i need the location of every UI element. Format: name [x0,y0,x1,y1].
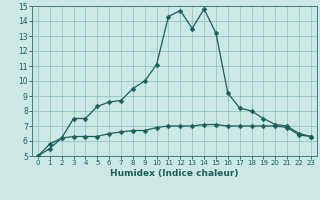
X-axis label: Humidex (Indice chaleur): Humidex (Indice chaleur) [110,169,239,178]
